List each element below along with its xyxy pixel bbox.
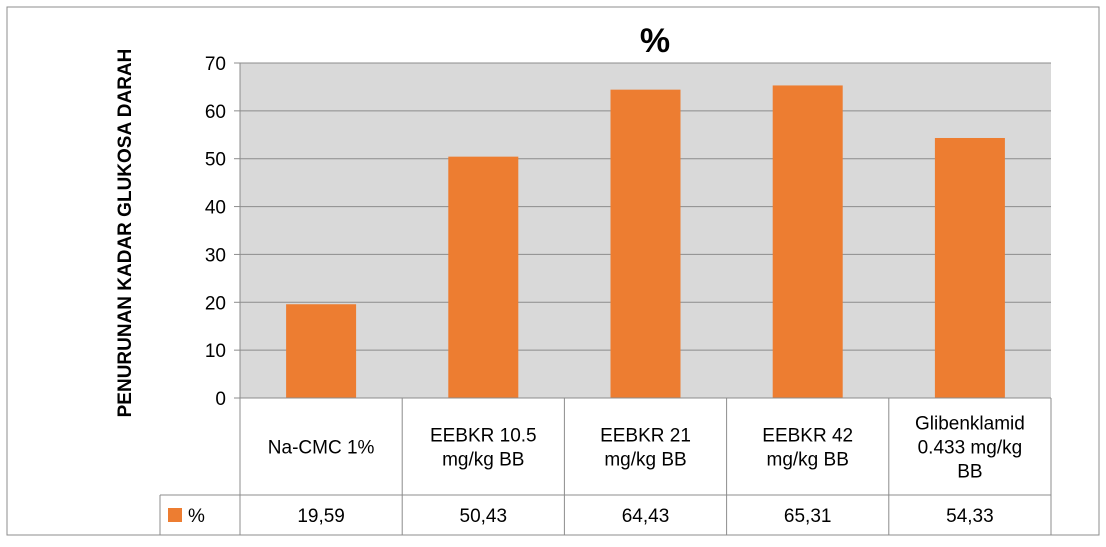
- bar: [772, 85, 843, 398]
- y-tick-label: 40: [205, 198, 226, 219]
- y-tick-label: 60: [205, 102, 226, 123]
- y-tick-label: 70: [205, 54, 226, 75]
- x-category-label: Na-CMC 1%: [268, 438, 375, 459]
- bar: [610, 89, 681, 398]
- x-category-label: mg/kg BB: [767, 450, 849, 471]
- x-category-label: 0.433 mg/kg: [918, 438, 1023, 459]
- legend-swatch: [168, 508, 182, 522]
- x-category-label: EEBKR 21: [600, 426, 691, 447]
- y-tick-label: 20: [205, 293, 226, 314]
- data-value-label: 64,43: [622, 506, 670, 527]
- y-axis-label: PENURUNAN KADAR GLUKOSA DARAH: [115, 49, 136, 418]
- x-category-label: Glibenklamid: [915, 414, 1025, 435]
- data-value-label: 50,43: [460, 506, 508, 527]
- bar: [448, 156, 519, 398]
- bar: [286, 304, 357, 398]
- legend-label: %: [188, 506, 205, 527]
- data-value-label: 65,31: [784, 506, 832, 527]
- bar: [934, 137, 1005, 399]
- x-category-label: EEBKR 10.5: [430, 426, 537, 447]
- y-tick-label: 50: [205, 150, 226, 171]
- y-tick-label: 0: [215, 389, 226, 410]
- x-category-label: BB: [957, 462, 982, 483]
- data-value-label: 54,33: [946, 506, 994, 527]
- x-category-label: mg/kg BB: [442, 450, 524, 471]
- y-tick-label: 10: [205, 341, 226, 362]
- y-tick-label: 30: [205, 245, 226, 266]
- x-category-label: mg/kg BB: [604, 450, 686, 471]
- data-value-label: 19,59: [297, 506, 345, 527]
- x-category-label: EEBKR 42: [762, 426, 853, 447]
- chart-title: %: [640, 22, 670, 60]
